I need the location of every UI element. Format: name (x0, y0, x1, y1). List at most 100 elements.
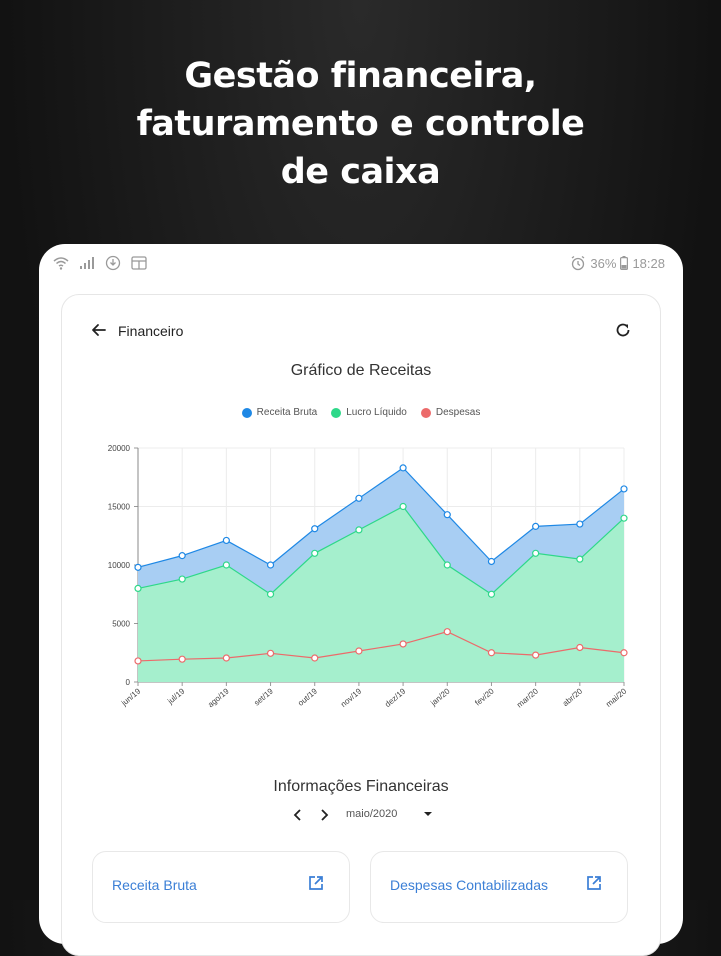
data-point (178, 552, 186, 560)
data-point (266, 590, 275, 598)
info-title: Informações Financeiras (273, 778, 449, 795)
series-lucro-liquido-area (138, 506, 624, 682)
content-card: Financeiro Gráfico de Receitas Receita B… (61, 294, 661, 956)
data-point (532, 651, 540, 659)
alarm-icon (572, 255, 585, 271)
data-point (134, 563, 142, 571)
legend-label: Despesas (435, 407, 481, 418)
legend-swatch (331, 407, 342, 418)
x-tick-label: nov/19 (339, 686, 364, 709)
revenue-chart: 0 5000 10000 15000 20000 jun/19 jul/19 ago/19 se… (108, 444, 629, 710)
x-tick-label: mai/20 (604, 686, 629, 709)
data-point (532, 522, 540, 530)
data-point (443, 561, 451, 569)
legend-item-lucro-liquido[interactable]: Lucro Líquido (331, 407, 407, 418)
data-point (399, 464, 407, 472)
legend-label: Lucro Líquido (346, 407, 407, 418)
data-point (487, 590, 496, 598)
x-tick-label: set/19 (252, 686, 275, 707)
series-receita-bruta-line (137, 467, 625, 568)
refresh-icon[interactable] (614, 321, 632, 339)
month-value[interactable]: maio/2020 (346, 808, 398, 820)
data-point (222, 561, 230, 569)
data-point (399, 502, 407, 511)
legend-item-despesas[interactable]: Despesas (420, 407, 481, 418)
month-selector: maio/2020 (62, 805, 660, 825)
x-tick-label: fev/20 (473, 686, 496, 707)
data-point (620, 514, 628, 522)
data-point (134, 657, 142, 665)
data-point (222, 536, 230, 545)
data-point (576, 643, 584, 652)
data-point (443, 628, 451, 636)
data-point (355, 526, 363, 534)
chevron-right-icon[interactable] (314, 805, 334, 825)
tile-receita-bruta[interactable]: Receita Bruta (92, 851, 350, 923)
headline: Gestão financeira, faturamento e control… (0, 52, 721, 196)
data-point (311, 549, 319, 557)
y-tick-label: 20000 (108, 444, 131, 453)
data-point (266, 561, 275, 569)
data-point (576, 520, 584, 528)
data-point (532, 549, 540, 557)
device-frame: 36% 18:28 Financeiro Gráfico de Receitas (39, 244, 683, 956)
page-title: Financeiro (118, 323, 184, 339)
battery-percent: 36% (590, 255, 617, 271)
legend-swatch (241, 407, 252, 418)
series-despesas-line (137, 631, 625, 662)
y-tick-label: 10000 (108, 561, 131, 570)
x-tick-label: abr/20 (561, 686, 585, 708)
legend-item-receita-bruta[interactable]: Receita Bruta (241, 407, 318, 418)
data-point (620, 485, 628, 493)
data-point (399, 640, 407, 648)
chart-title: Gráfico de Receitas (290, 362, 432, 379)
data-point (620, 649, 628, 657)
data-point (487, 649, 496, 657)
headline-line-2: faturamento e controle (136, 104, 585, 144)
data-point (311, 654, 319, 662)
status-bar: 36% 18:28 (39, 244, 683, 284)
x-tick-label: out/19 (296, 686, 319, 708)
data-point (487, 557, 496, 566)
y-tick-label: 5000 (112, 620, 130, 629)
x-tick-label: ago/19 (206, 686, 231, 709)
legend-swatch (420, 407, 431, 418)
y-tick-label: 15000 (108, 503, 131, 512)
open-external-icon[interactable] (585, 874, 603, 892)
chart-legend: Receita Bruta Lucro Líquido Despesas (62, 407, 660, 418)
y-tick-label: 0 (126, 678, 131, 687)
data-point (355, 494, 363, 502)
open-external-icon[interactable] (307, 874, 325, 892)
x-tick-label: jun/19 (119, 686, 143, 708)
legend-label: Receita Bruta (256, 407, 318, 418)
data-point (355, 647, 363, 655)
tile-label: Despesas Contabilizadas (390, 877, 548, 893)
data-point (443, 511, 451, 519)
battery-icon (620, 256, 629, 270)
data-point (222, 654, 230, 662)
data-point (178, 655, 186, 663)
chevron-left-icon[interactable] (288, 805, 308, 825)
download-icon (105, 255, 121, 271)
tile-despesas-contabilizadas[interactable]: Despesas Contabilizadas (370, 851, 628, 923)
caret-down-icon[interactable] (422, 808, 434, 820)
arrow-left-icon[interactable] (90, 321, 108, 339)
data-point (311, 525, 319, 533)
data-point (266, 649, 275, 657)
app-bar: Financeiro (62, 295, 660, 367)
wifi-icon (53, 257, 69, 270)
clock: 18:28 (632, 255, 665, 271)
tile-label: Receita Bruta (112, 877, 197, 893)
x-tick-label: jul/19 (165, 686, 187, 706)
series-lucro-liquido-line (137, 505, 625, 596)
data-point (576, 555, 584, 563)
headline-line-1: Gestão financeira, (184, 56, 537, 96)
headline-line-3: de caixa (280, 152, 441, 192)
data-point (134, 584, 142, 592)
x-tick-label: jan/20 (428, 686, 452, 708)
signal-icon (80, 257, 94, 269)
x-tick-label: mar/20 (515, 686, 540, 709)
notification-icon (131, 256, 147, 270)
data-point (178, 575, 186, 583)
x-tick-label: dez/19 (383, 686, 408, 709)
